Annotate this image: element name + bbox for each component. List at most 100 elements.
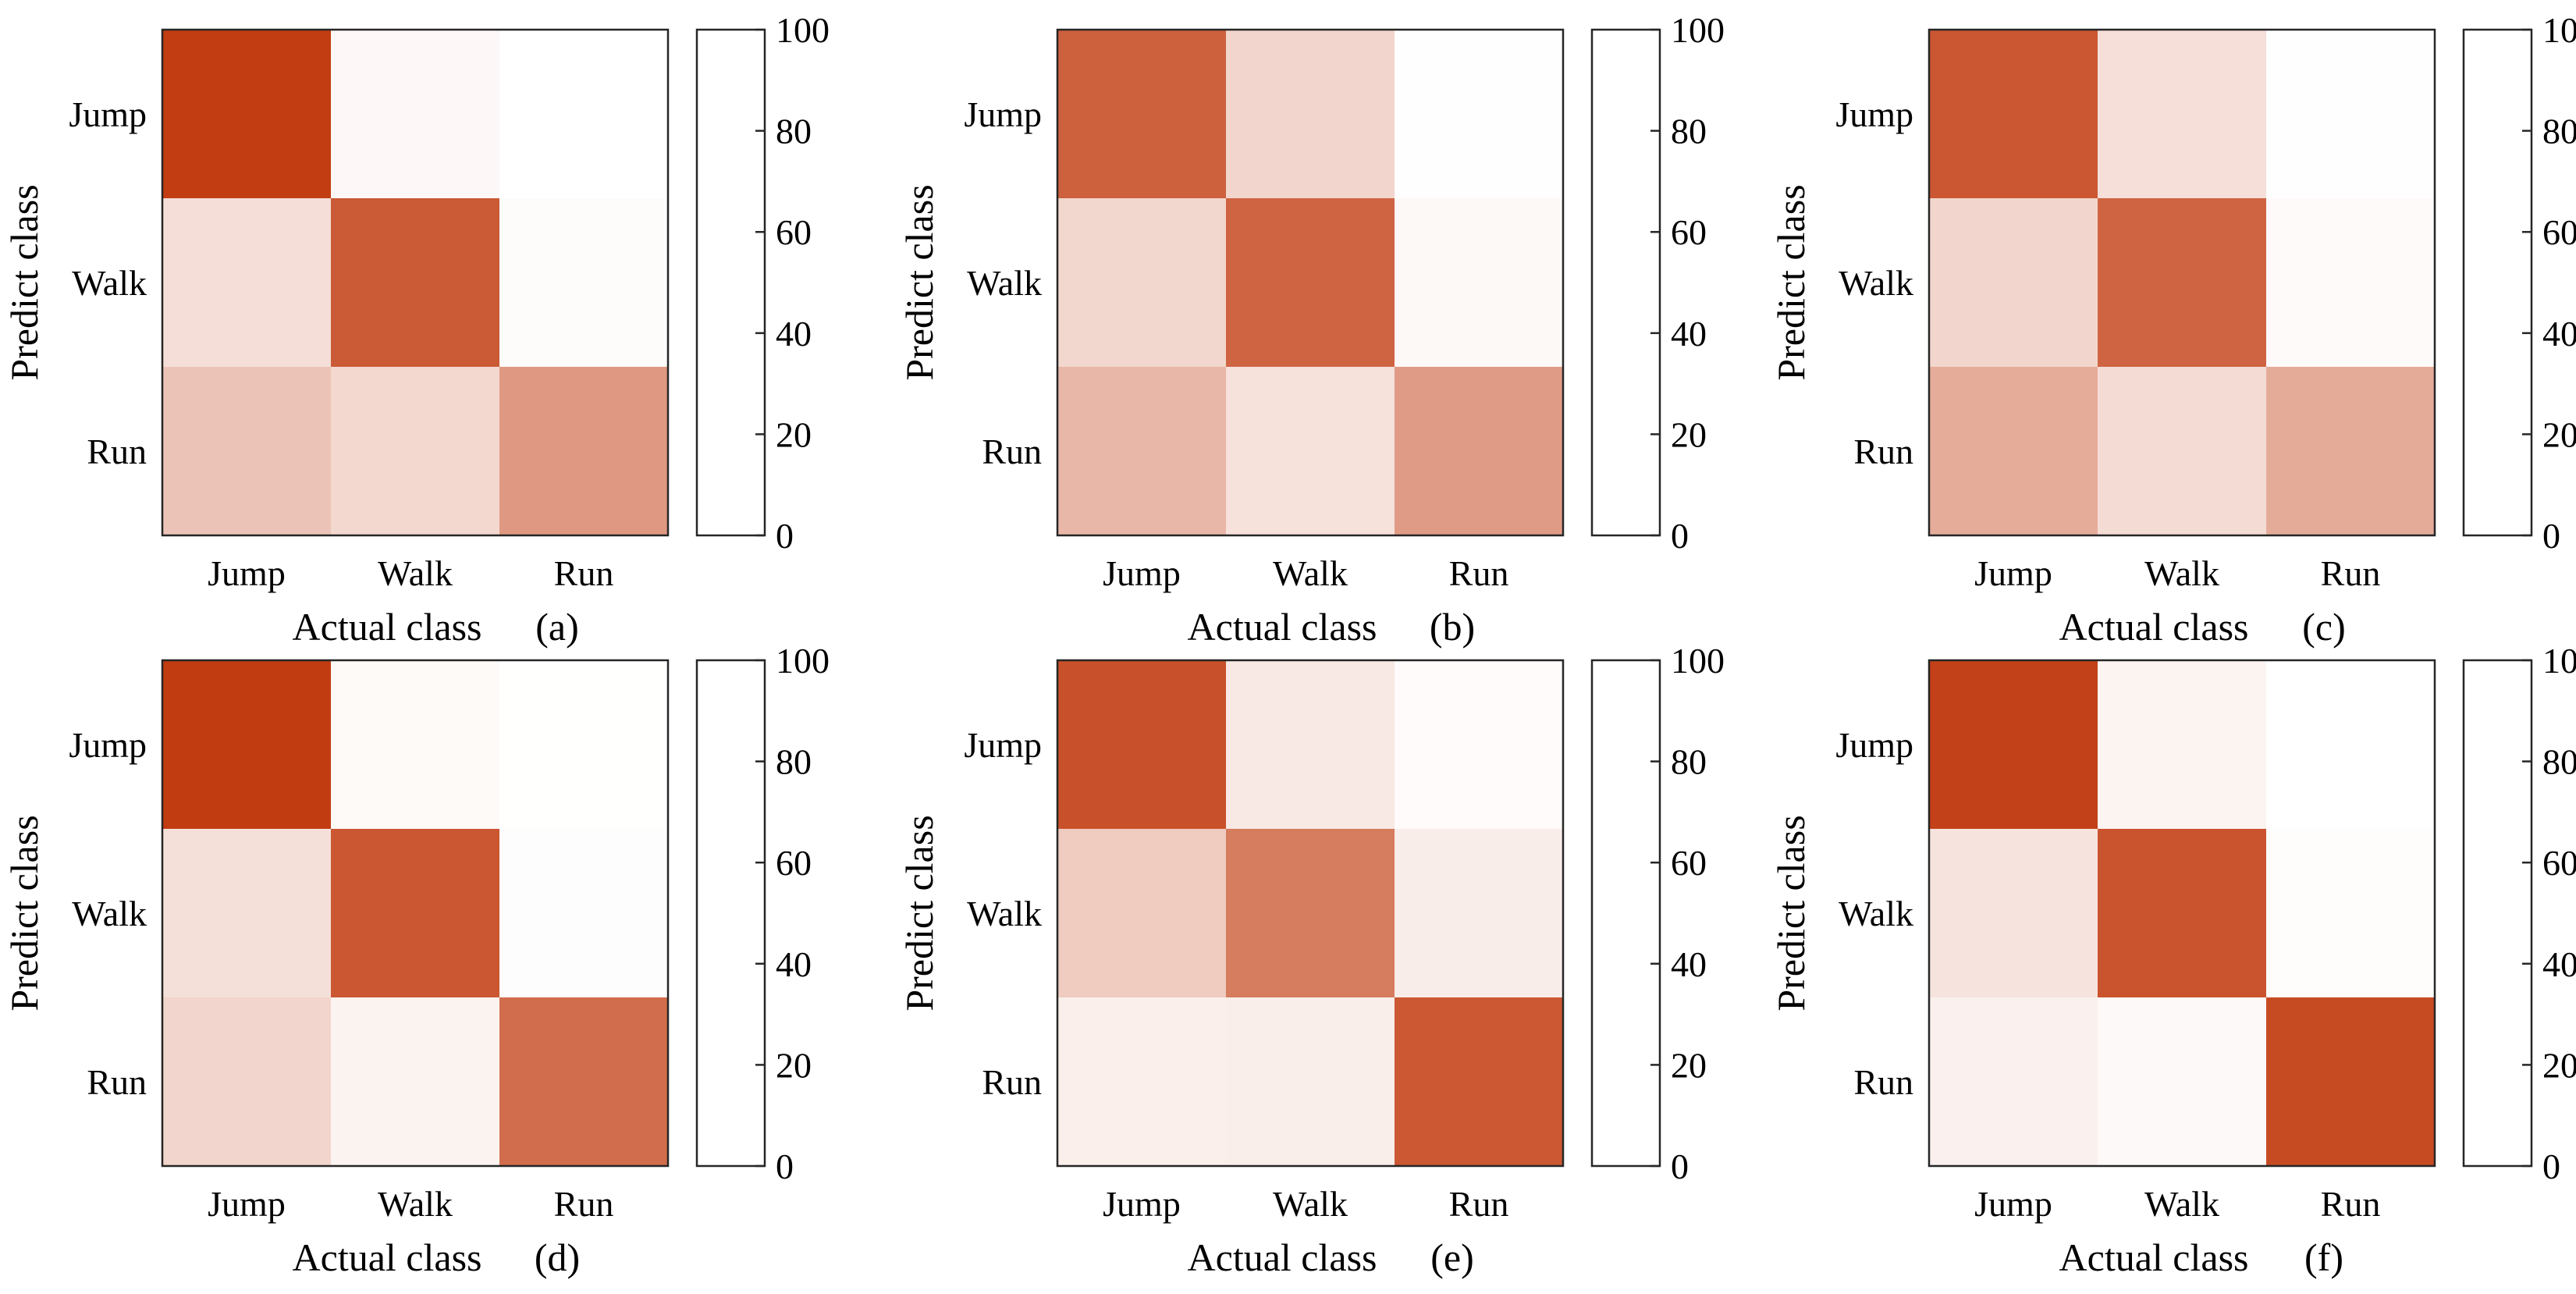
panel-tag: (e): [1430, 1235, 1474, 1279]
heatmap-cell: [1929, 367, 2098, 536]
heatmap-cell: [1057, 30, 1227, 199]
heatmap-cell: [1057, 997, 1227, 1167]
heatmap-cell: [1226, 829, 1395, 998]
x-tick-label: Walk: [378, 1184, 453, 1224]
x-tick-label: Run: [1449, 1184, 1509, 1224]
colorbar-tick-label: 20: [2542, 1045, 2576, 1085]
colorbar-tick-label: 80: [776, 112, 812, 151]
colorbar-tick-label: 60: [1671, 212, 1707, 252]
y-tick-label: Jump: [1835, 725, 1913, 765]
y-tick-label: Walk: [1839, 263, 1913, 303]
x-tick-label: Jump: [208, 1184, 286, 1224]
heatmap-cell: [1226, 660, 1395, 830]
y-axis-label: Predict class: [2, 184, 46, 380]
heatmap-cell: [1395, 367, 1564, 536]
colorbar-tick-label: 20: [776, 1045, 812, 1085]
colorbar-frame: [1590, 28, 1661, 537]
heatmap-cell: [1057, 829, 1227, 998]
heatmap-cell: [1057, 198, 1227, 368]
heatmap-cell: [2266, 367, 2436, 536]
heatmap-cell: [331, 829, 500, 998]
heatmap-cell: [1226, 997, 1395, 1167]
x-tick-label: Jump: [208, 553, 286, 593]
colorbar-tick-label: 100: [776, 10, 830, 50]
colorbar-tick-label: 40: [2542, 944, 2576, 984]
x-axis-label: Actual class: [1188, 605, 1377, 649]
colorbar: [697, 30, 765, 535]
panel-tag: (f): [2304, 1235, 2343, 1279]
colorbar-tick-label: 20: [776, 414, 812, 454]
x-tick-label: Run: [2321, 1184, 2381, 1224]
colorbar-tick-label: 0: [1671, 516, 1689, 556]
y-tick-label: Run: [982, 432, 1042, 471]
x-tick-label: Jump: [1974, 1184, 2052, 1224]
y-axis-label: Predict class: [1769, 815, 1813, 1011]
y-axis-label: Predict class: [2, 815, 46, 1011]
colorbar-tick-label: 60: [776, 843, 812, 883]
heatmap-cell: [162, 997, 332, 1167]
colorbar-tick-label: 60: [2542, 212, 2576, 252]
y-tick-label: Run: [982, 1062, 1042, 1102]
heatmap-cell: [1057, 367, 1227, 536]
colorbar-tick-label: 0: [776, 1146, 794, 1186]
heatmap-cell: [1929, 829, 2098, 998]
colorbar-tick-label: 80: [2542, 742, 2576, 782]
x-tick-label: Jump: [1103, 1184, 1181, 1224]
colorbar-tick-label: 60: [2542, 843, 2576, 883]
y-tick-label: Jump: [69, 94, 147, 134]
y-tick-label: Run: [87, 1062, 147, 1102]
x-tick-label: Walk: [2144, 1184, 2219, 1224]
heatmap-cell: [2266, 829, 2436, 998]
heatmap-cell: [1929, 198, 2098, 368]
y-tick-label: Run: [87, 432, 147, 471]
y-tick-label: Run: [1853, 1062, 1913, 1102]
heatmap-cell: [331, 997, 500, 1167]
colorbar-tick-label: 100: [1671, 641, 1725, 681]
colorbar-tick-label: 100: [1671, 10, 1725, 50]
panel-tag: (a): [535, 605, 579, 649]
panel-tag: (d): [535, 1235, 580, 1279]
colorbar-tick-label: 40: [776, 314, 812, 354]
colorbar: [1592, 30, 1660, 535]
colorbar-frame: [1590, 659, 1661, 1168]
heatmap-cell: [1395, 997, 1564, 1167]
heatmap-cell: [1395, 660, 1564, 830]
x-tick-label: Run: [554, 1184, 614, 1224]
heatmap-frame: [1928, 659, 2436, 1168]
heatmap-cell: [2098, 660, 2267, 830]
x-axis-label: Actual class: [293, 605, 482, 649]
colorbar-tick-label: 20: [1671, 414, 1707, 454]
y-axis-label: Predict class: [897, 815, 941, 1011]
colorbar-tick-label: 20: [1671, 1045, 1707, 1085]
heatmap-cell: [499, 198, 669, 368]
y-tick-label: Jump: [69, 725, 147, 765]
colorbar-tick-label: 0: [2542, 516, 2560, 556]
colorbar-tick-label: 60: [776, 212, 812, 252]
heatmap-frame: [1056, 28, 1565, 537]
colorbar-frame: [2462, 28, 2533, 537]
heatmap-cell: [2098, 997, 2267, 1167]
heatmap-cell: [2266, 997, 2436, 1167]
x-axis-label: Actual class: [2059, 1235, 2249, 1279]
heatmap-cell: [1226, 198, 1395, 368]
heatmap-cell: [1226, 30, 1395, 199]
colorbar-tick-label: 40: [1671, 944, 1707, 984]
colorbar-tick-label: 0: [776, 516, 794, 556]
x-axis-label: Actual class: [2059, 605, 2249, 649]
colorbar-tick-label: 80: [776, 742, 812, 782]
heatmap-cell: [162, 660, 332, 830]
heatmap-cell: [2098, 198, 2267, 368]
x-tick-label: Run: [2321, 553, 2381, 593]
heatmap-cell: [2266, 198, 2436, 368]
heatmap-cell: [331, 367, 500, 536]
colorbar: [1592, 660, 1660, 1166]
colorbar-tick-label: 40: [2542, 314, 2576, 354]
colorbar: [697, 660, 765, 1166]
heatmap-cell: [499, 30, 669, 199]
colorbar-tick-label: 60: [1671, 843, 1707, 883]
heatmap-cell: [1395, 829, 1564, 998]
colorbar-tick-label: 20: [2542, 414, 2576, 454]
heatmap-cell: [1395, 198, 1564, 368]
heatmap-cell: [499, 829, 669, 998]
